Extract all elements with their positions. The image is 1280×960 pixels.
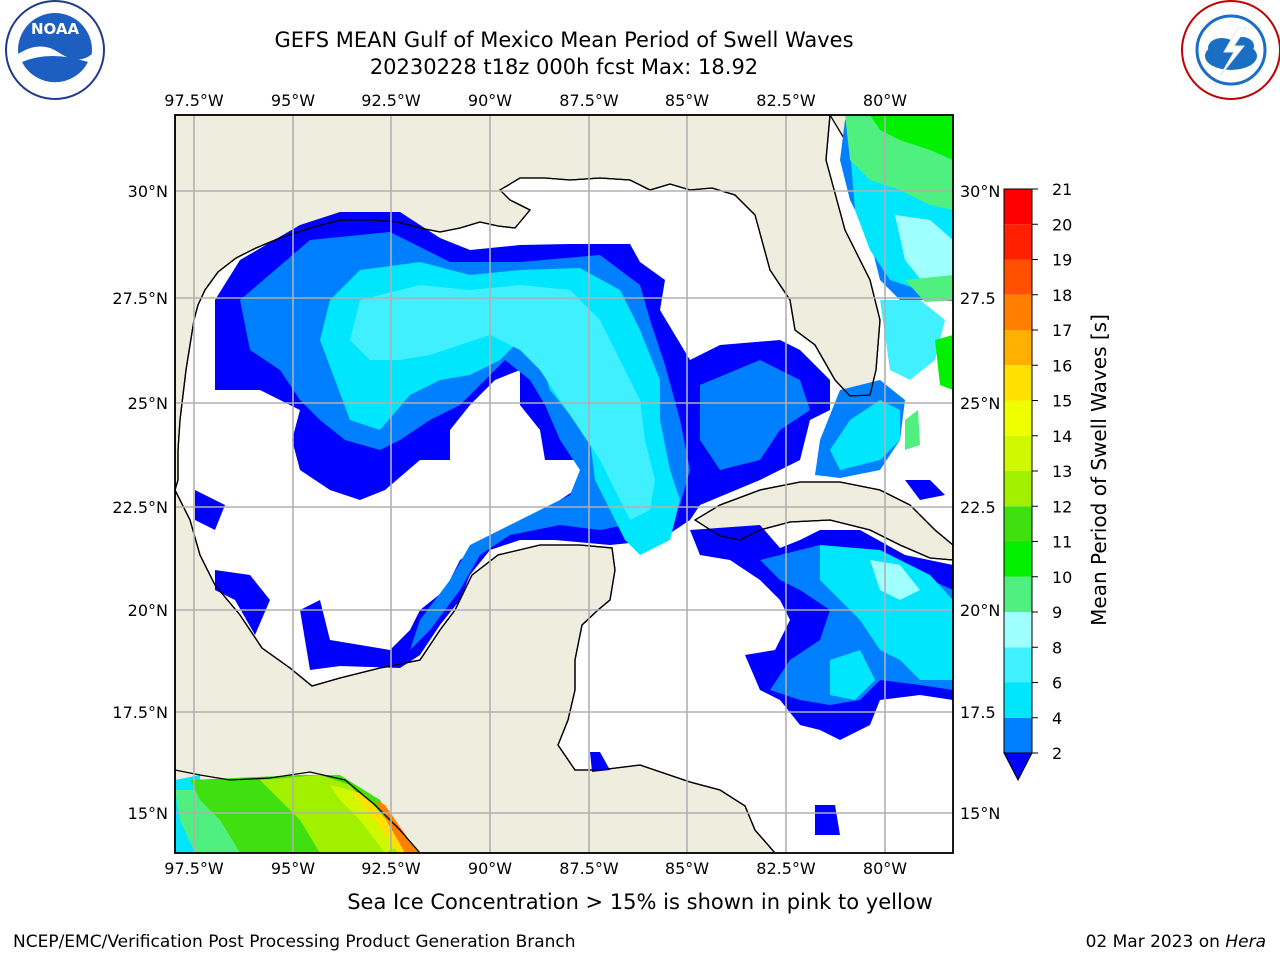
colorbar-tick-label: 19 (1052, 251, 1072, 270)
chart-title: GEFS MEAN Gulf of Mexico Mean Period of … (274, 28, 854, 52)
lat-label: 15°N (128, 804, 168, 823)
colorbar-segment (1004, 330, 1032, 366)
colorbar-tick-label: 20 (1052, 215, 1072, 234)
colorbar-segment (1004, 612, 1032, 648)
colorbar-tick-label: 14 (1052, 427, 1072, 446)
map-frame (174, 114, 954, 854)
colorbar-tick-label: 11 (1052, 533, 1072, 552)
lat-label: 25°N (960, 394, 1000, 413)
colorbar-tick-label: 8 (1052, 638, 1062, 657)
lat-label: 20°N (128, 601, 168, 620)
colorbar-tick-label: 10 (1052, 568, 1072, 587)
nws-logo (1181, 0, 1280, 100)
lon-label: 85°W (665, 859, 709, 878)
colorbar-segment (1004, 259, 1032, 295)
noaa-logo: NOAA (5, 0, 105, 100)
colorbar-tick-label: 2 (1052, 744, 1062, 763)
colorbar-segment (1004, 224, 1032, 260)
chart-subtitle: 20230228 t18z 000h fcst Max: 18.92 (369, 55, 759, 79)
coastline-cuba (694, 481, 953, 561)
colorbar-segment (1004, 506, 1032, 542)
lat-label: 20°N (960, 601, 1000, 620)
lon-label: 82.5°W (756, 859, 816, 878)
lon-label: 92.5°W (361, 91, 421, 110)
colorbar-tick-label: 6 (1052, 674, 1062, 693)
lat-label: 30°N (128, 182, 168, 201)
lon-label: 97.5°W (164, 91, 224, 110)
colorbar-tick-label: 15 (1052, 392, 1072, 411)
graticule (175, 115, 953, 853)
credit-branch: NCEP/EMC/Verification Post Processing Pr… (13, 932, 576, 952)
lat-label: 25°N (128, 394, 168, 413)
colorbar-tick-label: 13 (1052, 462, 1072, 481)
colorbar-segment (1004, 541, 1032, 577)
noaa-logo-text: NOAA (31, 20, 80, 38)
colorbar: 2 4 6 8 9 10 11 12 13 14 15 16 17 18 19 20 21 (1003, 180, 1072, 782)
colorbar-segment (1004, 647, 1032, 683)
colorbar-title: Mean Period of Swell Waves [s] (1087, 314, 1111, 626)
lon-label: 92.5°W (361, 859, 421, 878)
colorbar-segment (1004, 471, 1032, 507)
lat-label: 22.5 (960, 498, 996, 517)
lon-label: 85°W (665, 91, 709, 110)
colorbar-tick-label: 4 (1052, 709, 1062, 728)
colorbar-extend-arrow (1003, 752, 1033, 782)
lat-labels-right: 30°N 27.5 25°N 22.5 20°N 17.5 15°N (960, 182, 1000, 823)
lat-label: 15°N (960, 804, 1000, 823)
colorbar-tick-label: 16 (1052, 356, 1072, 375)
lat-label: 22.5°N (112, 498, 168, 517)
lon-label: 95°W (271, 91, 315, 110)
swell-period-field (175, 115, 953, 853)
lon-label: 95°W (271, 859, 315, 878)
credit-date: 02 Mar 2023 on Hera (1086, 932, 1266, 952)
colorbar-tick-label: 12 (1052, 497, 1072, 516)
lon-label: 97.5°W (164, 859, 224, 878)
lon-label: 82.5°W (756, 91, 816, 110)
colorbar-tick-label: 9 (1052, 603, 1062, 622)
lon-label: 90°W (468, 91, 512, 110)
lon-labels-top: 97.5°W 95°W 92.5°W 90°W 87.5°W 85°W 82.5… (164, 91, 907, 110)
colorbar-tick-label: 18 (1052, 286, 1072, 305)
lat-labels-left: 30°N 27.5°N 25°N 22.5°N 20°N 17.5°N 15°N (112, 182, 168, 823)
sea-ice-note: Sea Ice Concentration > 15% is shown in … (347, 890, 933, 914)
lon-label: 87.5°W (559, 91, 619, 110)
colorbar-segment (1004, 717, 1032, 753)
colorbar-tick-label: 17 (1052, 321, 1072, 340)
colorbar-tick-label: 21 (1052, 180, 1072, 199)
colorbar-segment (1004, 189, 1032, 225)
colorbar-segment (1004, 294, 1032, 330)
colorbar-segment (1004, 576, 1032, 612)
lat-label: 27.5°N (112, 289, 168, 308)
lon-labels-bottom: 97.5°W 95°W 92.5°W 90°W 87.5°W 85°W 82.5… (164, 859, 907, 878)
lon-label: 80°W (863, 91, 907, 110)
lat-label: 17.5 (960, 703, 996, 722)
lat-label: 27.5 (960, 289, 996, 308)
colorbar-segment (1004, 682, 1032, 718)
lon-label: 87.5°W (559, 859, 619, 878)
colorbar-segment (1004, 365, 1032, 401)
colorbar-segment (1004, 435, 1032, 471)
coastline-gulf (175, 115, 881, 491)
lat-label: 30°N (960, 182, 1000, 201)
lon-label: 90°W (468, 859, 512, 878)
colorbar-segment (1004, 400, 1032, 436)
map-area (175, 115, 953, 853)
credit-host: Hera (1225, 932, 1266, 952)
credit-date-text: 02 Mar 2023 on (1085, 932, 1226, 952)
lon-label: 80°W (863, 859, 907, 878)
lat-label: 17.5°N (112, 703, 168, 722)
coastline-mexico (175, 489, 776, 853)
